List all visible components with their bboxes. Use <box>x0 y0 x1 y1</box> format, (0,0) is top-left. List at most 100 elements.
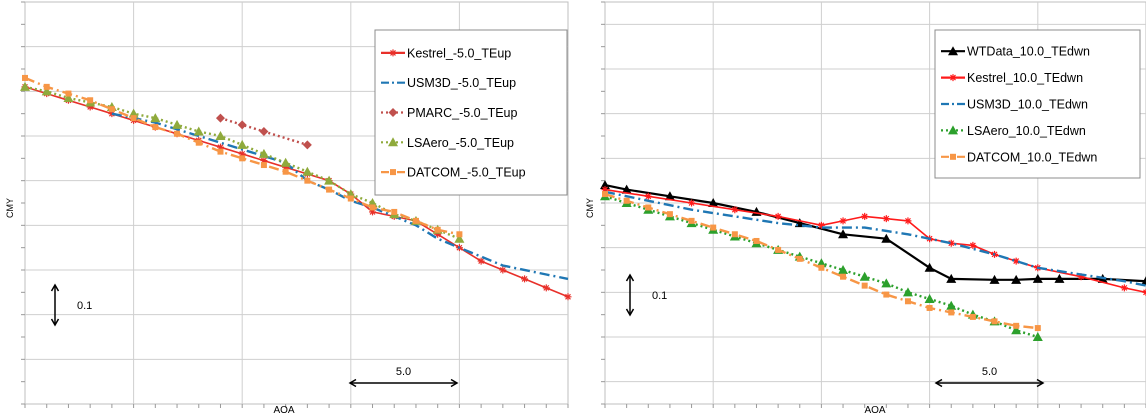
data-point <box>1077 273 1085 281</box>
arrowhead <box>50 318 60 327</box>
legend: WTData_10.0_TEdwn Kestrel_10.0_TEdwn USM3D… <box>934 29 1141 179</box>
legend-entry: LSAero_10.0_TEdwn <box>941 124 1086 138</box>
scale-bar-vertical-label: 0.1 <box>652 290 667 302</box>
legend-entry: WTData_10.0_TEdwn <box>941 45 1090 59</box>
legend-label: DATCOM_10.0_TEdwn <box>967 150 1097 164</box>
data-point <box>1032 273 1043 283</box>
data-point <box>20 81 30 91</box>
data-point <box>239 155 246 162</box>
data-point <box>1013 322 1020 329</box>
data-point <box>216 143 224 151</box>
legend-marker <box>949 74 957 82</box>
data-point <box>391 208 398 215</box>
data-point <box>564 293 572 301</box>
legend-label: Kestrel_10.0_TEdwn <box>967 71 1083 85</box>
data-point <box>602 191 608 198</box>
data-point <box>260 162 267 169</box>
data-point <box>369 204 376 211</box>
data-point <box>130 115 137 122</box>
data-point <box>838 229 849 239</box>
legend-label: LSAero_-5.0_TEup <box>407 136 514 150</box>
data-point <box>477 257 485 265</box>
legend-entry: DATCOM_-5.0_TEup <box>381 166 526 180</box>
data-point <box>63 93 74 103</box>
series-line <box>604 190 1146 287</box>
data-point <box>195 139 202 146</box>
data-point <box>237 120 247 130</box>
data-point <box>542 284 550 292</box>
data-point <box>369 208 377 216</box>
data-point <box>454 233 465 243</box>
data-point <box>644 192 652 200</box>
data-point <box>688 199 696 207</box>
data-point <box>1054 273 1065 283</box>
arrowhead <box>625 308 635 317</box>
legend-box <box>374 29 568 196</box>
data-point <box>324 175 335 185</box>
data-point <box>839 217 847 225</box>
data-point <box>1120 284 1128 292</box>
legend-entry: Kestrel_-5.0_TEup <box>381 46 511 60</box>
series-2 <box>604 190 1146 287</box>
chart-right: CMY AOA 0.1 5.0 WTData_10.0_TEdwn Kestrel_10.… <box>585 1 1146 415</box>
data-point <box>840 273 847 280</box>
x-axis-label: AOA <box>864 405 885 415</box>
scale-bar-horizontal-label: 5.0 <box>396 366 411 378</box>
data-point <box>499 266 507 274</box>
data-point <box>861 282 868 289</box>
data-point <box>969 241 977 249</box>
data-point <box>947 239 955 247</box>
legend-label: USM3D_10.0_TEdwn <box>967 98 1088 112</box>
data-point <box>238 150 246 158</box>
scale-bar-vertical-label: 0.1 <box>77 300 92 312</box>
data-point <box>881 278 892 288</box>
data-point <box>731 206 739 214</box>
data-point <box>774 212 782 220</box>
data-point <box>521 275 529 283</box>
data-point <box>601 186 609 194</box>
data-point <box>302 166 313 176</box>
legend-label: LSAero_10.0_TEdwn <box>967 124 1086 138</box>
legend-entry: Kestrel_10.0_TEdwn <box>941 71 1083 85</box>
y-axis-label: CMY <box>5 198 15 218</box>
legend-label: WTData_10.0_TEdwn <box>967 45 1090 59</box>
data-point <box>215 113 225 123</box>
legend: Kestrel_-5.0_TEup USM3D_-5.0_TEup PMARC_-5… <box>374 29 568 196</box>
data-point <box>861 212 869 220</box>
data-point <box>302 140 312 150</box>
data-point <box>86 103 94 111</box>
arrowhead <box>450 378 459 388</box>
legend-label: PMARC_-5.0_TEup <box>407 106 518 120</box>
data-point <box>924 262 935 272</box>
legend-entry: PMARC_-5.0_TEup <box>381 106 518 120</box>
data-point <box>926 304 933 311</box>
arrowhead <box>1036 378 1045 388</box>
data-point <box>65 90 72 97</box>
data-point <box>434 226 441 233</box>
data-point <box>280 157 291 167</box>
data-point <box>150 113 161 123</box>
legend-entry: LSAero_-5.0_TEup <box>381 136 514 150</box>
series-4 <box>602 191 1041 332</box>
data-point <box>304 177 311 184</box>
data-point <box>817 221 825 229</box>
data-point <box>237 139 248 149</box>
data-point <box>838 265 849 274</box>
data-point <box>731 231 738 238</box>
data-point <box>904 217 912 225</box>
legend-entry: USM3D_10.0_TEdwn <box>941 98 1088 112</box>
data-point <box>172 119 183 129</box>
data-point <box>43 83 50 90</box>
arrowhead <box>625 273 635 282</box>
legend-marker <box>388 137 398 147</box>
chart-left: CMY AOA 0.1 5.0 Kestrel_-5.0_TEup USM3D_-5.0_… <box>5 1 572 415</box>
data-point <box>193 126 204 136</box>
data-point <box>260 157 268 165</box>
data-point <box>946 273 957 283</box>
data-point <box>621 184 632 194</box>
legend-marker <box>948 46 958 56</box>
data-point <box>174 130 181 137</box>
data-point <box>217 148 224 155</box>
arrowhead <box>348 378 357 388</box>
